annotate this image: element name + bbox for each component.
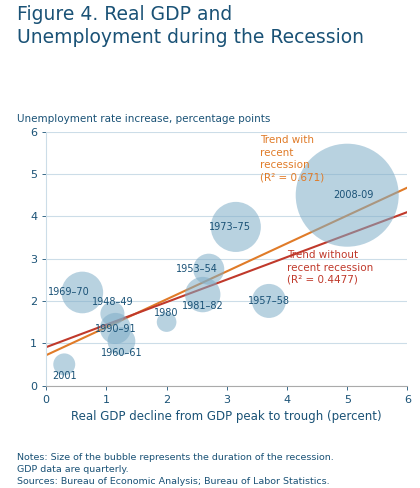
Point: [344, 191, 351, 199]
Point: [233, 223, 239, 231]
Text: 1957–58: 1957–58: [248, 296, 290, 306]
Text: 1990–91: 1990–91: [94, 324, 136, 334]
Text: 1948–49: 1948–49: [92, 297, 133, 307]
Point: [200, 291, 206, 299]
Text: Trend with
recent
recession
(R² = 0.671): Trend with recent recession (R² = 0.671): [260, 135, 324, 183]
Text: Figure 4. Real GDP and
Unemployment during the Recession: Figure 4. Real GDP and Unemployment duri…: [17, 5, 364, 47]
Text: Unemployment rate increase, percentage points: Unemployment rate increase, percentage p…: [17, 115, 270, 124]
Text: Trend without
recent recession
(R² = 0.4477): Trend without recent recession (R² = 0.4…: [287, 250, 373, 285]
Point: [109, 310, 116, 318]
Point: [79, 288, 86, 296]
Text: 1981–82: 1981–82: [182, 302, 223, 311]
Point: [265, 297, 272, 305]
Point: [118, 337, 125, 345]
X-axis label: Real GDP decline from GDP peak to trough (percent): Real GDP decline from GDP peak to trough…: [71, 410, 382, 423]
Text: 1973–75: 1973–75: [209, 222, 251, 232]
Text: 1960–61: 1960–61: [101, 348, 142, 358]
Text: 1969–70: 1969–70: [48, 287, 90, 298]
Point: [205, 265, 212, 273]
Point: [112, 325, 119, 332]
Text: 2001: 2001: [52, 371, 76, 381]
Text: Notes: Size of the bubble represents the duration of the recession.
GDP data are: Notes: Size of the bubble represents the…: [17, 453, 333, 486]
Point: [163, 318, 170, 326]
Text: 1953–54: 1953–54: [176, 264, 218, 274]
Text: 2008-09: 2008-09: [333, 190, 373, 200]
Text: 1980: 1980: [155, 308, 179, 318]
Point: [61, 361, 68, 368]
